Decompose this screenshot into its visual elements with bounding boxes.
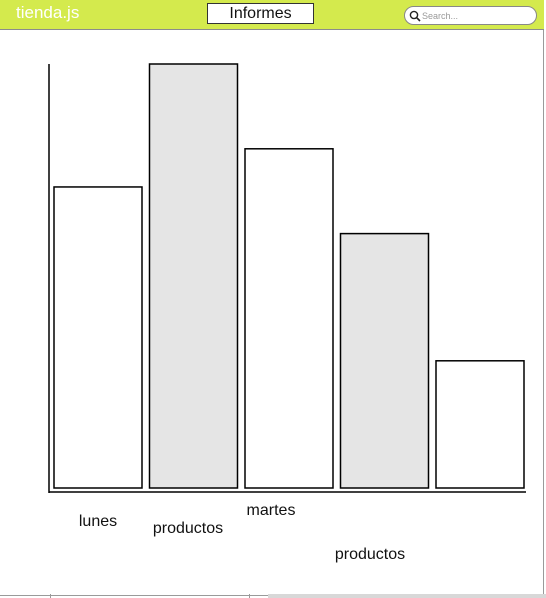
bar: [339, 232, 430, 489]
search-box[interactable]: [404, 6, 537, 25]
bar-chart: lunes productos martes productos: [48, 63, 526, 563]
app-title: tienda.js: [16, 3, 80, 22]
category-label: productos: [335, 546, 405, 563]
top-bar: tienda.js Informes: [0, 0, 544, 30]
search-input[interactable]: [422, 8, 530, 23]
bar: [244, 148, 334, 489]
bar: [148, 63, 239, 489]
bar: [435, 360, 525, 489]
bottom-divider: [249, 594, 250, 598]
search-icon: [409, 10, 421, 22]
category-label: productos: [153, 520, 223, 537]
bottom-divider: [50, 594, 51, 598]
bottom-scroll-strip: [268, 594, 546, 598]
category-label: martes: [247, 502, 296, 519]
reports-tab[interactable]: Informes: [207, 3, 314, 24]
category-label: lunes: [79, 513, 117, 530]
bar: [53, 186, 143, 489]
